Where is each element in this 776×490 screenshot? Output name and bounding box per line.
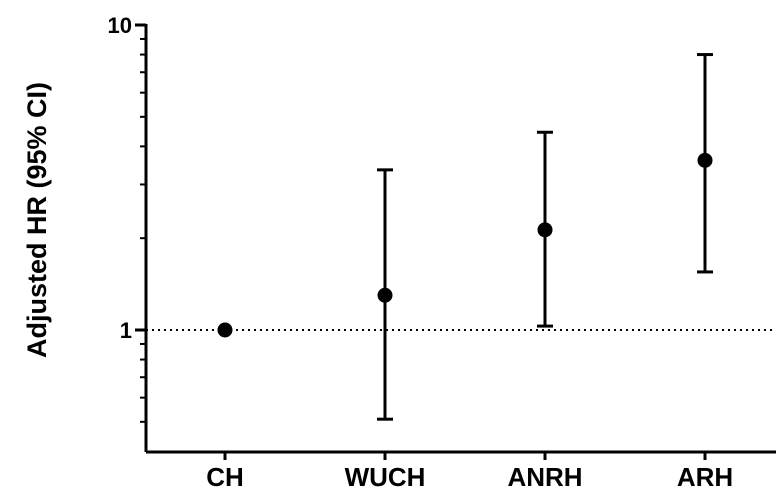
y-axis-title: Adjusted HR (95% CI) bbox=[22, 82, 52, 358]
axes bbox=[135, 23, 776, 460]
x-tick-label: WUCH bbox=[345, 462, 426, 490]
data-point-anrh bbox=[537, 222, 553, 238]
data-point-wuch bbox=[377, 287, 393, 303]
y-tick-label: 1 bbox=[120, 318, 132, 343]
data-marks bbox=[217, 53, 713, 421]
x-tick-label: ANRH bbox=[507, 462, 582, 490]
axis-labels: 1 10 CH WUCH ANRH ARH bbox=[108, 13, 734, 490]
x-tick-label: ARH bbox=[677, 462, 733, 490]
x-tick-label: CH bbox=[206, 462, 244, 490]
data-point-arh bbox=[697, 152, 713, 168]
y-tick-label: 10 bbox=[108, 13, 132, 38]
data-point-ch bbox=[217, 322, 233, 338]
